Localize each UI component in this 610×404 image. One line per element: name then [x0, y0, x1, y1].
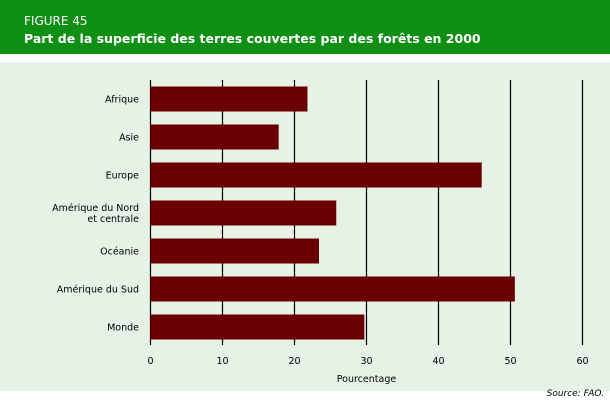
chart-title: Part de la superficie des terres couvert… — [24, 31, 481, 46]
x-tick-label: 30 — [360, 356, 372, 367]
category-label: Asie — [119, 133, 139, 144]
category-label: Amérique du Sud — [57, 285, 139, 296]
x-tick-label: 20 — [288, 356, 300, 367]
bar — [150, 124, 279, 150]
x-tick-label: 40 — [432, 356, 444, 367]
bar — [150, 314, 365, 340]
bar — [150, 276, 515, 302]
bar — [150, 238, 319, 264]
category-label: Afrique — [105, 95, 139, 106]
x-tick-label: 50 — [504, 356, 516, 367]
bar — [150, 86, 308, 112]
x-tick-label: 0 — [147, 356, 153, 367]
category-label: Europe — [106, 171, 140, 182]
figure-label: FIGURE 45 — [24, 14, 88, 28]
figure-header: FIGURE 45 Part de la superficie des terr… — [0, 0, 610, 54]
source-note: Source: FAO. — [546, 389, 604, 399]
category-label: Amérique du Nord et centrale — [52, 203, 139, 225]
x-axis-label: Pourcentage — [337, 374, 397, 385]
category-label: Océanie — [100, 247, 139, 258]
x-tick-label: 60 — [576, 356, 588, 367]
bar — [150, 200, 337, 226]
x-tick-label: 10 — [216, 356, 228, 367]
category-label: Monde — [107, 323, 139, 334]
bar — [150, 162, 482, 188]
